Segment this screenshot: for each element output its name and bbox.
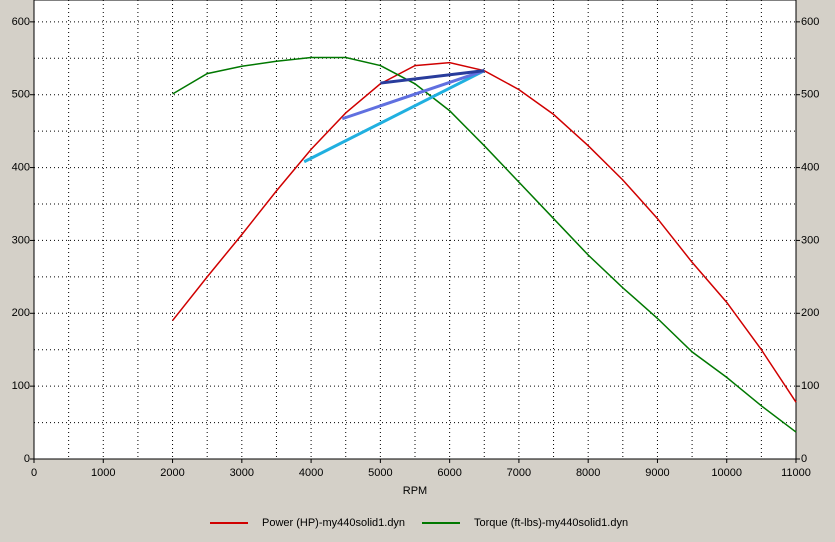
y-tick-label: 200 — [12, 307, 30, 319]
y2-tick-label: 100 — [801, 380, 819, 392]
x-tick-label: 6000 — [437, 467, 461, 479]
data-line — [380, 69, 485, 85]
x-tick-label: 11000 — [781, 467, 811, 479]
x-tick-label: 5000 — [368, 467, 392, 479]
y2-tick-label: 0 — [801, 453, 807, 465]
y-tick-label: 400 — [12, 161, 30, 173]
x-tick-label: 0 — [31, 467, 37, 479]
legend-label: Torque (ft-lbs)-my440solid1.dyn — [474, 517, 628, 529]
x-axis-title: RPM — [403, 485, 427, 497]
y2-tick-label: 500 — [801, 89, 819, 101]
y-tick-label: 0 — [24, 453, 30, 465]
data-line — [171, 61, 797, 403]
x-tick-label: 8000 — [576, 467, 600, 479]
y2-tick-label: 600 — [801, 16, 819, 28]
legend-label: Power (HP)-my440solid1.dyn — [262, 517, 405, 529]
x-tick-label: 9000 — [645, 467, 669, 479]
data-line — [172, 56, 797, 433]
x-tick-label: 10000 — [711, 467, 742, 479]
x-tick-label: 2000 — [160, 467, 184, 479]
y2-tick-label: 200 — [801, 307, 819, 319]
x-tick-label: 1000 — [91, 467, 115, 479]
y2-tick-label: 300 — [801, 234, 819, 246]
x-tick-label: 7000 — [507, 467, 531, 479]
y-tick-label: 300 — [12, 234, 30, 246]
y2-tick-label: 400 — [801, 161, 819, 173]
data-line — [303, 69, 485, 164]
x-tick-label: 4000 — [299, 467, 323, 479]
y-tick-label: 500 — [12, 89, 30, 101]
data-line — [341, 69, 485, 121]
y-tick-label: 600 — [12, 16, 30, 28]
y-tick-label: 100 — [12, 380, 30, 392]
x-tick-label: 3000 — [230, 467, 254, 479]
